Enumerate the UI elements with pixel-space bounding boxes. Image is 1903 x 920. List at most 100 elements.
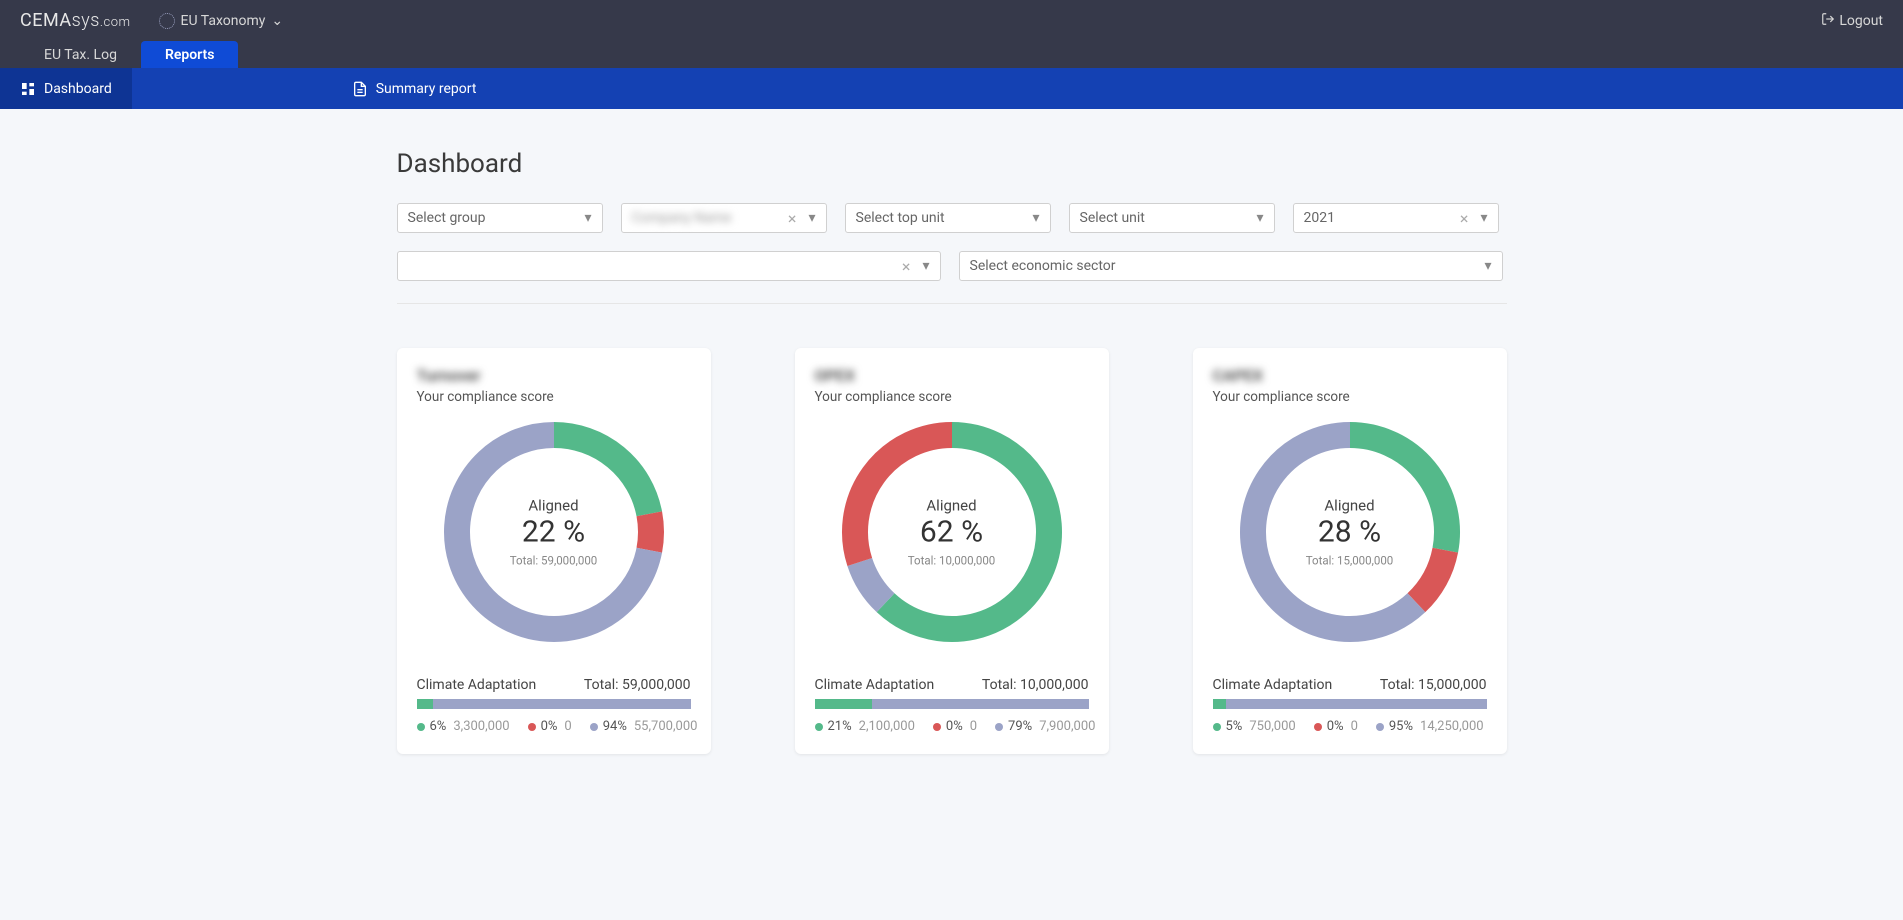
- select-company[interactable]: Company Name × ▾: [621, 203, 827, 233]
- select-unit[interactable]: Select unit ▾: [1069, 203, 1275, 233]
- breakdown-header: Climate Adaptation Total: 59,000,000: [417, 677, 691, 693]
- breakdown-bar: [1213, 699, 1487, 709]
- breakdown-header: Climate Adaptation Total: 15,000,000: [1213, 677, 1487, 693]
- breakdown-title: Climate Adaptation: [815, 677, 935, 693]
- donut-segment: [1416, 550, 1445, 603]
- legend-value: 7,900,000: [1039, 719, 1095, 734]
- module-selector[interactable]: EU Taxonomy ⌄: [159, 13, 284, 29]
- brand-part-c: .com: [100, 15, 131, 30]
- bar-segment: [872, 699, 1088, 709]
- aligned-label: Aligned: [1306, 497, 1394, 515]
- aligned-percent: 62 %: [908, 515, 996, 550]
- top-bar: CEMAsys.com EU Taxonomy ⌄ Logout: [0, 0, 1903, 41]
- clear-icon[interactable]: ×: [788, 209, 797, 228]
- brand-part-b: sys: [72, 10, 100, 31]
- tab-eu-tax-log[interactable]: EU Tax. Log: [20, 41, 141, 68]
- chevron-down-icon: ▾: [808, 210, 815, 226]
- aligned-percent: 28 %: [1306, 515, 1394, 550]
- legend-item: 0% 0: [1314, 719, 1358, 734]
- breakdown-title: Climate Adaptation: [1213, 677, 1333, 693]
- bar-segment: [433, 699, 691, 709]
- aligned-label: Aligned: [510, 497, 598, 515]
- select-top-unit[interactable]: Select top unit ▾: [845, 203, 1051, 233]
- legend-pct: 95%: [1389, 719, 1413, 734]
- legend-value: 0: [564, 719, 571, 734]
- select-company-value: Company Name: [632, 210, 788, 226]
- chevron-down-icon: ⌄: [271, 13, 283, 29]
- select-unit-placeholder: Select unit: [1080, 210, 1251, 226]
- logout-icon: [1821, 12, 1835, 30]
- legend-item: 95% 14,250,000: [1376, 719, 1484, 734]
- donut-total: Total: 10,000,000: [908, 554, 996, 568]
- logout-button[interactable]: Logout: [1821, 12, 1883, 30]
- bar-segment: [417, 699, 433, 709]
- module-label: EU Taxonomy: [181, 13, 266, 29]
- breakdown-total: Total: 59,000,000: [584, 677, 691, 693]
- legend-pct: 21%: [828, 719, 852, 734]
- chevron-down-icon: ▾: [1480, 210, 1487, 226]
- card-title: OPEX: [815, 366, 1089, 385]
- select-sector-placeholder: Select economic sector: [970, 258, 1479, 274]
- page-content: Dashboard Select group ▾ Company Name × …: [397, 109, 1507, 834]
- legend-value: 0: [1351, 719, 1358, 734]
- chevron-down-icon: ▾: [584, 210, 591, 226]
- legend-dot-icon: [995, 723, 1003, 731]
- legend-item: 94% 55,700,000: [590, 719, 698, 734]
- select-group[interactable]: Select group ▾: [397, 203, 603, 233]
- legend-pct: 0%: [1327, 719, 1344, 734]
- brand-logo: CEMAsys.com: [20, 10, 131, 31]
- breakdown-title: Climate Adaptation: [417, 677, 537, 693]
- legend-value: 2,100,000: [859, 719, 915, 734]
- sub-nav: Dashboard Summary report: [0, 68, 1903, 109]
- select-economic-sector[interactable]: Select economic sector ▾: [959, 251, 1503, 281]
- breakdown-total: Total: 15,000,000: [1380, 677, 1487, 693]
- tab-reports[interactable]: Reports: [141, 41, 239, 68]
- chevron-down-icon: ▾: [1484, 258, 1491, 274]
- subnav-summary-label: Summary report: [376, 81, 477, 97]
- select-year[interactable]: 2021 × ▾: [1293, 203, 1499, 233]
- select-extra[interactable]: × ▾: [397, 251, 941, 281]
- legend-value: 3,300,000: [453, 719, 509, 734]
- subnav-summary-report[interactable]: Summary report: [332, 68, 497, 109]
- donut-segment: [859, 562, 885, 603]
- clear-icon[interactable]: ×: [902, 257, 911, 276]
- legend-pct: 6%: [430, 719, 447, 734]
- breakdown-header: Climate Adaptation Total: 10,000,000: [815, 677, 1089, 693]
- compliance-card: CAPEX Your compliance score Aligned 28 %…: [1193, 348, 1507, 754]
- donut-total: Total: 15,000,000: [1306, 554, 1394, 568]
- legend-dot-icon: [417, 723, 425, 731]
- breakdown-bar: [417, 699, 691, 709]
- donut-chart: Aligned 62 % Total: 10,000,000: [815, 417, 1089, 647]
- legend-value: 750,000: [1249, 719, 1295, 734]
- breakdown-total: Total: 10,000,000: [982, 677, 1089, 693]
- breakdown-bar: [815, 699, 1089, 709]
- page-title: Dashboard: [397, 149, 1507, 179]
- chevron-down-icon: ▾: [1256, 210, 1263, 226]
- legend-row: 5% 750,000 0% 0 95% 14,250,000: [1213, 719, 1487, 734]
- legend-pct: 0%: [946, 719, 963, 734]
- legend-value: 14,250,000: [1420, 719, 1484, 734]
- legend-pct: 5%: [1226, 719, 1243, 734]
- donut-center: Aligned 28 % Total: 15,000,000: [1306, 497, 1394, 568]
- select-top-unit-placeholder: Select top unit: [856, 210, 1027, 226]
- donut-center: Aligned 62 % Total: 10,000,000: [908, 497, 996, 568]
- legend-item: 0% 0: [933, 719, 977, 734]
- legend-item: 0% 0: [528, 719, 572, 734]
- aligned-label: Aligned: [908, 497, 996, 515]
- clear-icon[interactable]: ×: [1460, 209, 1469, 228]
- select-group-placeholder: Select group: [408, 210, 579, 226]
- logout-label: Logout: [1839, 13, 1883, 29]
- bar-segment: [1226, 699, 1486, 709]
- legend-dot-icon: [933, 723, 941, 731]
- donut-segment: [649, 514, 651, 550]
- legend-value: 55,700,000: [634, 719, 698, 734]
- card-subtitle: Your compliance score: [417, 389, 691, 405]
- chevron-down-icon: ▾: [922, 258, 929, 274]
- legend-row: 6% 3,300,000 0% 0 94% 55,700,000: [417, 719, 691, 734]
- dashboard-icon: [20, 81, 36, 97]
- legend-pct: 79%: [1008, 719, 1032, 734]
- subnav-dashboard[interactable]: Dashboard: [0, 68, 132, 109]
- cards-row: Turnover Your compliance score Aligned 2…: [397, 348, 1507, 754]
- legend-row: 21% 2,100,000 0% 0 79% 7,900,000: [815, 719, 1089, 734]
- aligned-percent: 22 %: [510, 515, 598, 550]
